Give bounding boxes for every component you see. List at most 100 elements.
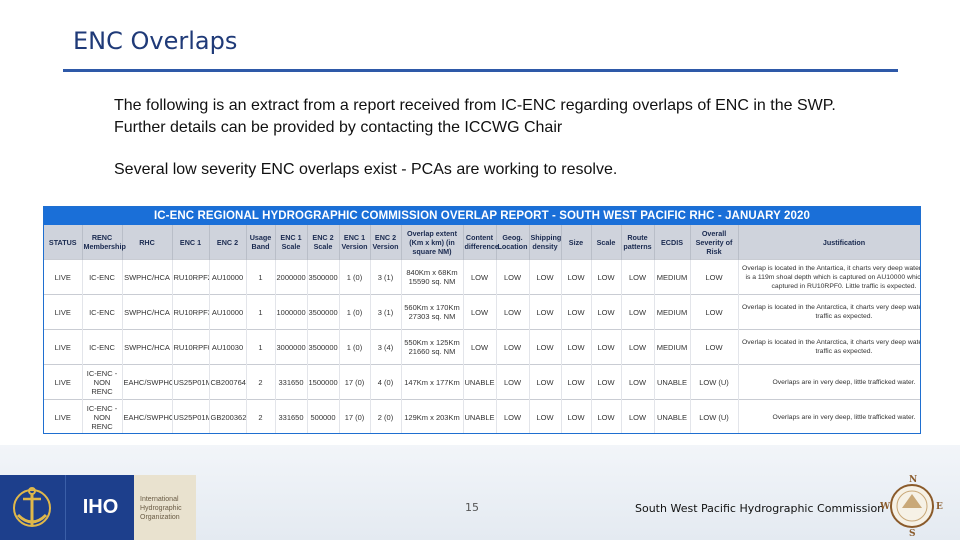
compass-icon [902,494,922,508]
table-cell: LOW [496,259,530,295]
seal-letter-s: S [909,529,916,538]
column-header: Size [561,225,592,260]
table-cell: LOW [529,294,562,330]
table-cell: RU10RPF0 [172,329,210,365]
table-cell: 1 (0) [339,329,371,365]
column-header: Route patterns [621,225,655,260]
table-cell: LOW [561,364,592,400]
table-cell: IC-ENC - NON RENC [82,364,123,400]
table-cell: IC-ENC [82,259,123,295]
table-cell: 500000 [307,399,340,433]
column-header: ENC 2 Scale [307,225,340,260]
table-cell: 1 [246,259,276,295]
table-cell: 17 (0) [339,364,371,400]
table-row: LIVE IC-ENC SWPHC/HCA RU10RPF3 AU10000 1 10000… [44,294,920,330]
seal-letter-w: W [880,502,891,512]
table-cell: Overlap is located in the Antartica, it … [738,259,920,295]
table-cell: US25P01M [172,399,210,433]
table-cell: LOW [690,329,739,365]
column-header: Justification [738,225,920,260]
table-cell: AU10000 [209,294,247,330]
table-cell: LOW [561,399,592,433]
table-cell: LOW [561,259,592,295]
table-cell: MEDIUM [654,294,691,330]
swphc-seal-logo: N E S W [880,475,943,538]
table-cell: 17 (0) [339,399,371,433]
table-cell: LOW [591,294,622,330]
table-cell: 2 [246,364,276,400]
table-cell: LOW [561,329,592,365]
table-cell: LOW [690,259,739,295]
table-cell: 1 (0) [339,259,371,295]
column-header: STATUS [44,225,83,260]
footer-organization: South West Pacific Hydrographic Commissi… [635,502,885,515]
table-cell: SWPHC/HCA [122,329,173,365]
slide-title: ENC Overlaps [73,27,238,55]
table-cell: LOW [463,259,497,295]
table-header-row: STATUS RENC Membership RHC ENC 1 ENC 2 Usage … [44,225,920,260]
column-header: Overall Severity of Risk [690,225,739,260]
table-cell: LOW [496,364,530,400]
table-cell: 1 (0) [339,294,371,330]
table-cell: LOW [621,294,655,330]
table-row: LIVE IC-ENC SWPHC/HCA RU10RPF0 AU10030 1 30000… [44,329,920,365]
table-cell: 147Km x 177Km [401,364,464,400]
table-cell: 3500000 [307,329,340,365]
table-cell: LOW [621,364,655,400]
table-cell: GB200362 [209,399,247,433]
table-cell: US25P01M [172,364,210,400]
table-cell: 1500000 [307,364,340,400]
table-cell: LOW [529,399,562,433]
table-cell: UNABLE [654,364,691,400]
column-header: ENC 2 Version [370,225,402,260]
iho-anchor-logo [0,475,65,540]
overlap-report-image: IC-ENC REGIONAL HYDROGRAPHIC COMMISSION … [43,206,921,434]
table-cell: LOW [463,294,497,330]
table-cell: SWPHC/HCA [122,259,173,295]
table-cell: LOW [621,259,655,295]
table-cell: 331650 [275,399,308,433]
table-cell: EAHC/SWPHC [122,364,173,400]
table-cell: 2 [246,399,276,433]
column-header: Overlap extent (Km x km) (in square NM) [401,225,464,260]
table-cell: LIVE [44,294,83,330]
table-cell: IC-ENC [82,294,123,330]
column-header: ENC 1 [172,225,210,260]
column-header: ENC 1 Version [339,225,371,260]
table-cell: LOW [463,329,497,365]
table-cell: RU10RPF2 [172,259,210,295]
table-cell: 331650 [275,364,308,400]
column-header: Usage Band [246,225,276,260]
table-cell: AU10030 [209,329,247,365]
table-cell: LOW (U) [690,399,739,433]
table-cell: LOW [591,329,622,365]
table-cell: LIVE [44,364,83,400]
table-cell: LIVE [44,399,83,433]
iho-logo: IHO [65,475,135,540]
column-header: RHC [122,225,173,260]
table-cell: 3500000 [307,259,340,295]
table-cell: 1 [246,329,276,365]
table-cell: CB200764 [209,364,247,400]
table-cell: LOW [591,259,622,295]
table-cell: 4 (0) [370,364,402,400]
table-cell: IC-ENC - NON RENC [82,399,123,433]
column-header: ENC 2 [209,225,247,260]
overlap-table: STATUS RENC Membership RHC ENC 1 ENC 2 Usage … [44,225,920,433]
column-header: ECDIS [654,225,691,260]
table-cell: Overlaps are in very deep, little traffi… [738,399,920,433]
table-cell: LOW [591,364,622,400]
column-header: Scale [591,225,622,260]
table-cell: 560Km x 170Km 27303 sq. NM [401,294,464,330]
seal-letter-n: N [909,475,917,485]
table-cell: 3 (4) [370,329,402,365]
iho-logo-text: International Hydrographic Organization [134,475,196,540]
table-cell: LIVE [44,259,83,295]
table-cell: LOW [621,399,655,433]
table-cell: 1 [246,294,276,330]
table-cell: LOW [561,294,592,330]
column-header: RENC Membership [82,225,126,260]
summary-paragraph: Several low severity ENC overlaps exist … [114,161,618,178]
table-cell: LOW [621,329,655,365]
anchor-icon [13,487,51,527]
